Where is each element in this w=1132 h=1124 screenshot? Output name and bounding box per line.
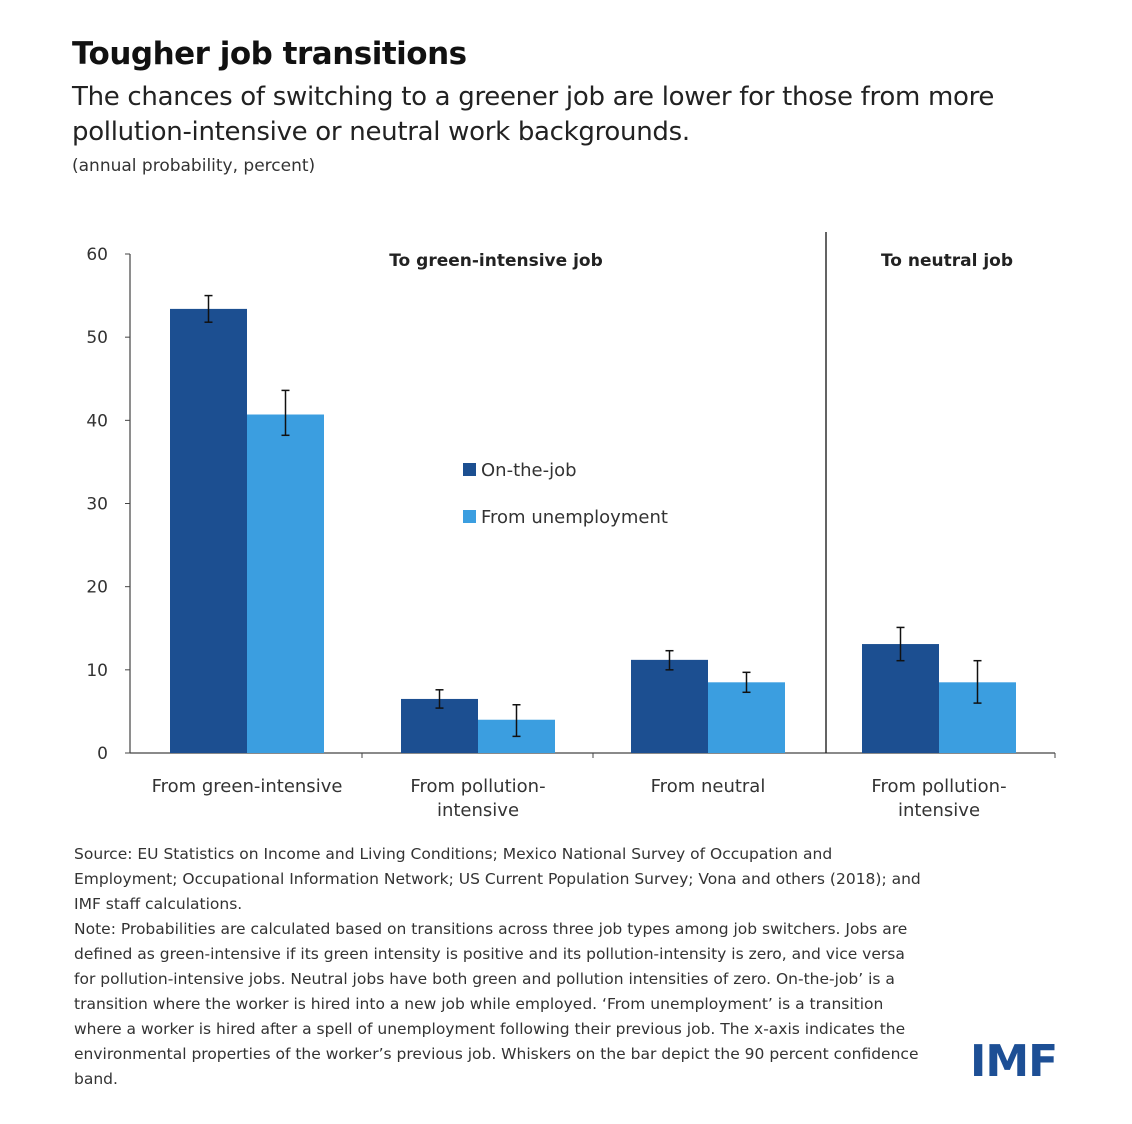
chart-title: Tougher job transitions (72, 36, 467, 72)
bar (170, 308, 247, 753)
panel-title: To green-intensive job (389, 251, 603, 271)
y-tick-label: 60 (86, 245, 108, 265)
x-tick-label: From pollution-intensive (410, 776, 545, 821)
legend-label: On-the-job (481, 460, 577, 481)
y-tick-label: 0 (97, 744, 108, 764)
bar-chart: 0 10 20 30 40 50 60 From green-intensive From po… (86, 232, 1056, 821)
x-tick-label: From pollution-intensive (871, 776, 1006, 821)
imf-logo: IMF (970, 1036, 1058, 1087)
bar (862, 644, 939, 753)
panel-title: To neutral job (881, 251, 1013, 271)
legend-label: From unemployment (481, 507, 668, 528)
y-tick-label: 40 (86, 411, 108, 431)
legend-swatch (463, 510, 476, 523)
footnotes: Source: EU Statistics on Income and Livi… (74, 842, 924, 1092)
method-note: Note: Probabilities are calculated based… (74, 920, 919, 1088)
source-note: Source: EU Statistics on Income and Livi… (74, 845, 921, 913)
x-tick-label: From neutral (651, 776, 766, 797)
bar (631, 659, 708, 753)
legend-swatch (463, 463, 476, 476)
y-tick-label: 20 (86, 578, 108, 598)
bar (708, 682, 785, 753)
bar (247, 414, 324, 753)
chart-subtitle: The chances of switching to a greener jo… (72, 82, 995, 147)
y-tick-label: 30 (86, 495, 108, 515)
x-tick-label: From green-intensive (152, 776, 343, 797)
y-tick-label: 50 (86, 328, 108, 348)
unit-label: (annual probability, percent) (72, 156, 316, 176)
y-tick-label: 10 (86, 661, 108, 681)
